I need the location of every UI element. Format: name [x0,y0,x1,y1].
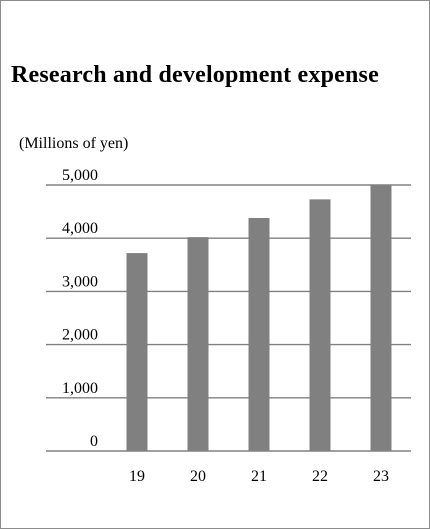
y-tick-label: 0 [90,433,98,450]
y-tick-label: 3,000 [62,273,98,290]
y-tick-label: 1,000 [62,380,98,397]
chart-title: Research and development expense [11,62,379,88]
x-tick-label: 21 [251,468,267,485]
y-tick-label: 5,000 [62,167,98,184]
x-tick-label: 19 [129,468,145,485]
bar-19 [126,253,148,451]
y-tick-label: 2,000 [62,327,98,344]
bar-23 [370,185,392,451]
x-tick-label: 23 [373,468,389,485]
x-tick-label: 20 [190,468,206,485]
bar-22 [309,199,331,451]
bar-20 [187,237,209,451]
y-tick-label: 4,000 [62,220,98,237]
x-tick-label: 22 [312,468,328,485]
units-label: (Millions of yen) [19,135,129,152]
bar-21 [248,217,270,451]
